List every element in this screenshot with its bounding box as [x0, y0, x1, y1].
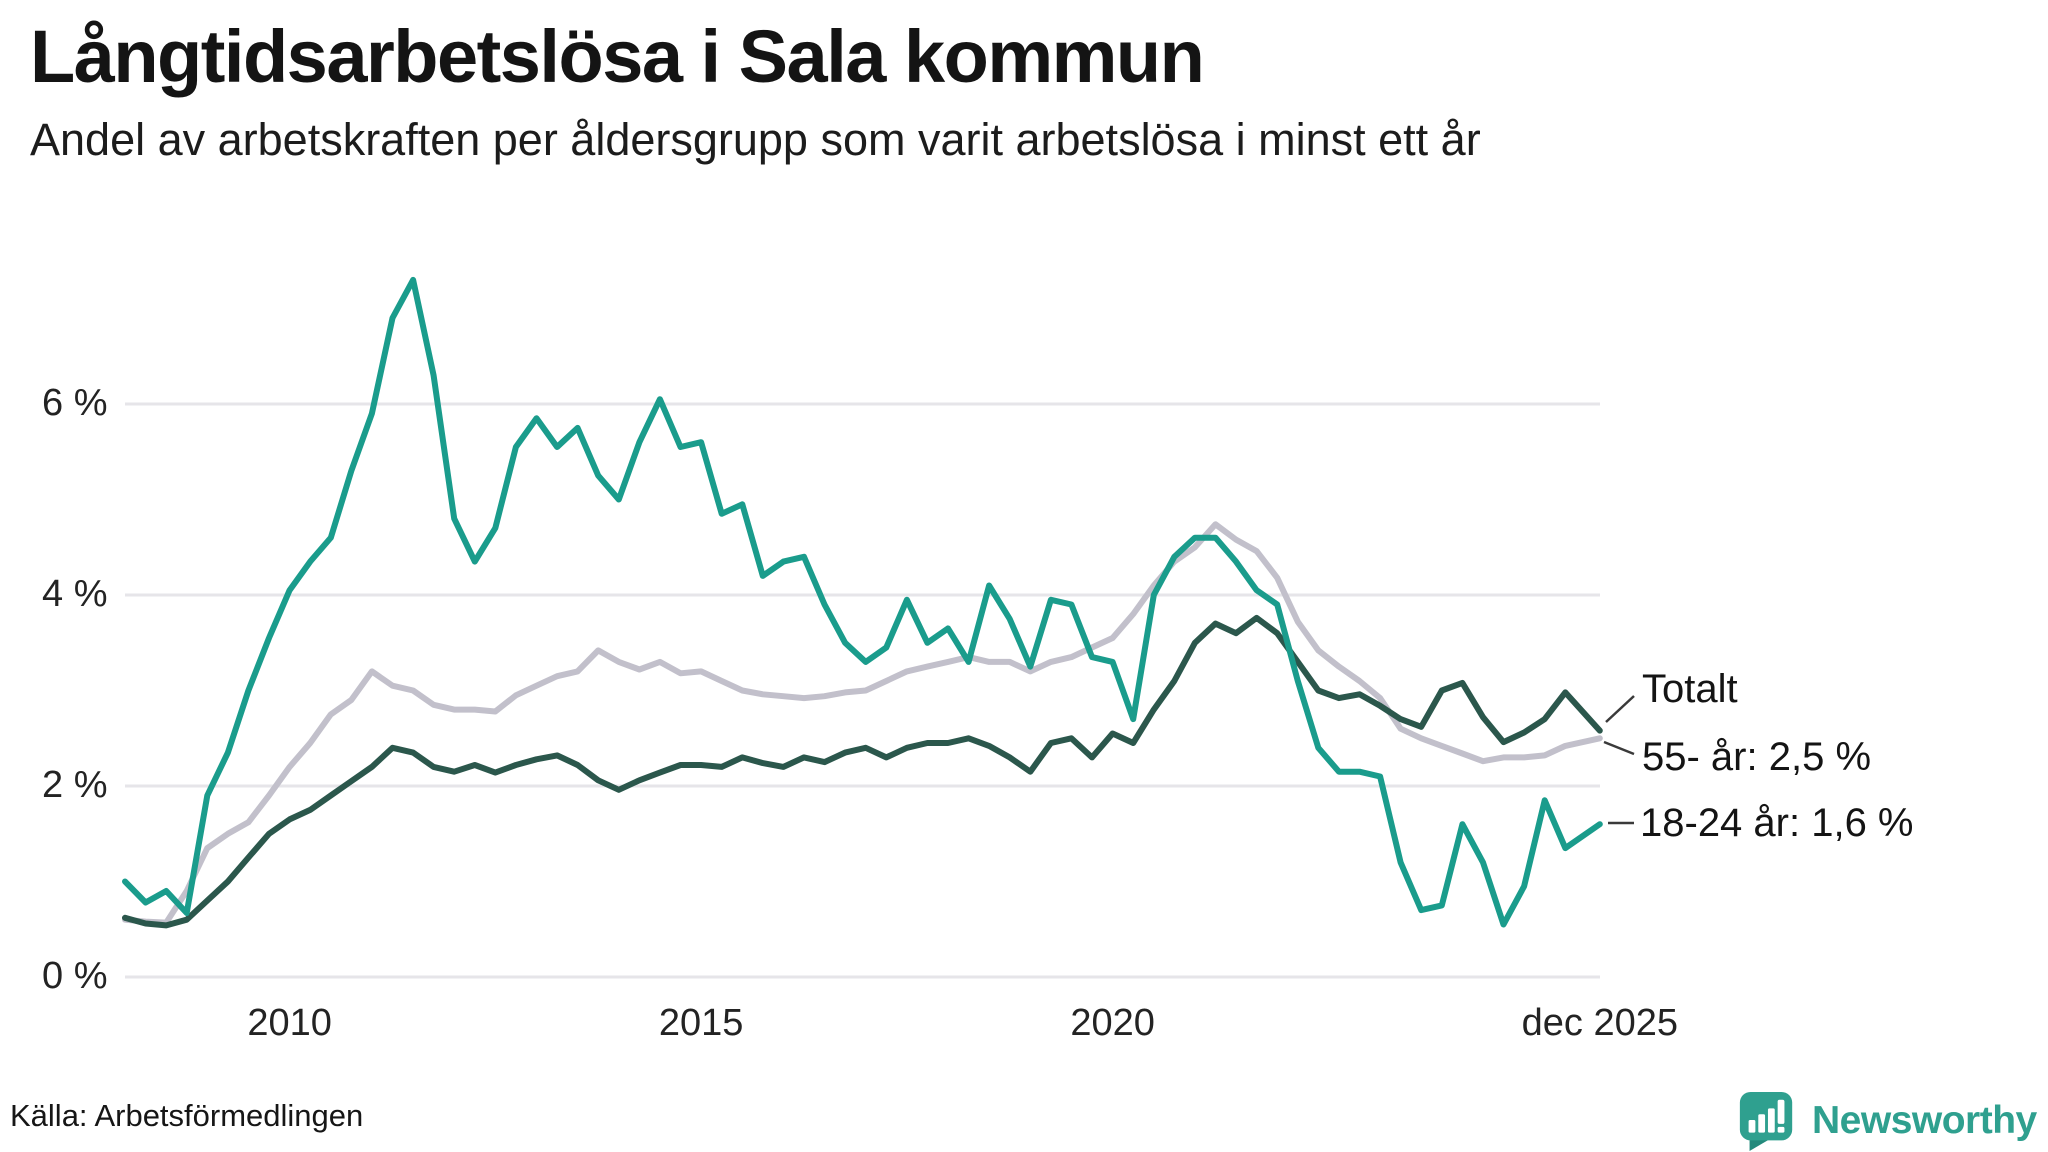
x-axis-tick-label: 2020 [1070, 1002, 1155, 1044]
page-title: Långtidsarbetslösa i Sala kommun [30, 15, 1205, 98]
leader-line-total [1605, 695, 1635, 723]
y-axis-tick-label: 0 % [42, 955, 108, 997]
x-axis-tick-label: dec 2025 [1521, 1002, 1678, 1044]
newsworthy-logo: Newsworthy [1736, 1090, 2037, 1152]
page-subtitle: Andel av arbetskraften per åldersgrupp s… [30, 114, 1481, 165]
x-axis-tick-label: 2010 [247, 1002, 332, 1044]
series-line-total [122, 614, 1603, 929]
source-credit: Källa: Arbetsförmedlingen [10, 1098, 364, 1133]
y-axis-tick-label: 4 % [42, 573, 108, 615]
newsworthy-logo-text: Newsworthy [1812, 1099, 2037, 1142]
y-axis-tick-label: 6 % [42, 382, 108, 424]
annotation-18-24: 18-24 år: 1,6 % [1640, 801, 1914, 845]
annotation-55-plus: 55- år: 2,5 % [1642, 735, 1872, 779]
chart-series [122, 276, 1603, 929]
newsworthy-logo-icon [1739, 1091, 1793, 1152]
x-axis-tick-label: 2015 [658, 1002, 744, 1044]
annotation-total: Totalt [1642, 667, 1738, 711]
gridlines [125, 402, 1600, 979]
annotation-leader-lines [1603, 695, 1635, 825]
leader-line-older [1603, 740, 1635, 756]
y-axis-tick-label: 2 % [42, 764, 108, 806]
series-line-older [122, 521, 1603, 926]
series-line-youth [122, 276, 1603, 928]
